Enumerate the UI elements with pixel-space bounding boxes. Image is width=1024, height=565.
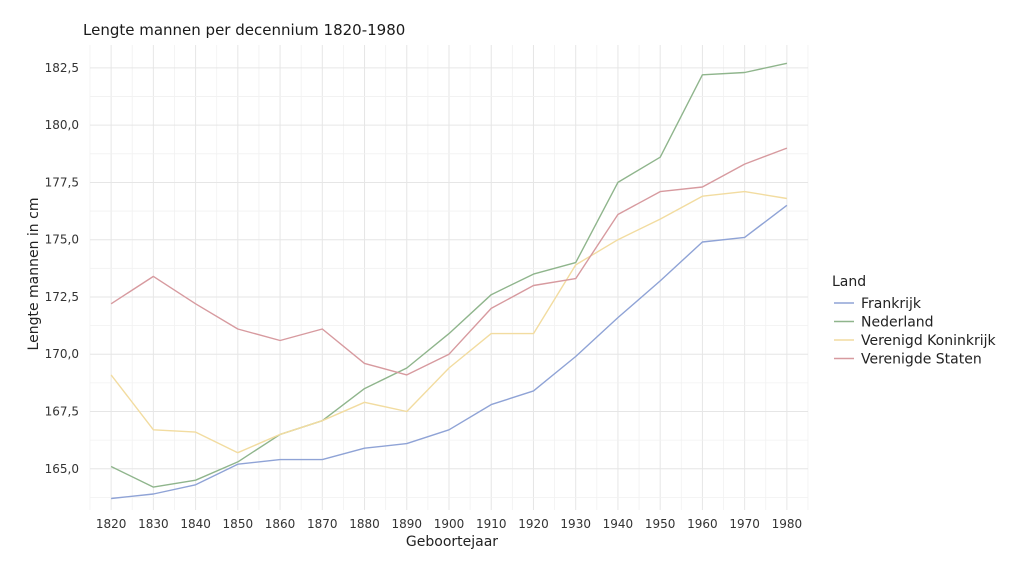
y-tick-label: 167,5 [45, 405, 79, 419]
x-tick-label: 1920 [518, 517, 549, 531]
series-line-verenigd-koninkrijk [110, 190, 788, 454]
x-tick-label: 1880 [349, 517, 380, 531]
gridlines [89, 45, 809, 510]
legend-label: Nederland [861, 315, 934, 331]
legend: Land Frankrijk Nederland Verenigd Koninkri… [832, 274, 996, 368]
y-tick-label: 172,5 [45, 290, 79, 304]
x-tick-label: 1830 [138, 517, 169, 531]
y-axis-title: Lengte mannen in cm [26, 198, 42, 351]
x-axis-title: Geboortejaar [406, 534, 498, 550]
x-tick-label: 1840 [180, 517, 211, 531]
series-lines [110, 62, 788, 500]
legend-title: Land [832, 274, 866, 290]
y-axis-ticks: 165,0 167,5 170,0 172,5 175,0 177,5 180,0 182,5 [45, 61, 79, 476]
x-tick-label: 1980 [772, 517, 803, 531]
x-tick-label: 1820 [96, 517, 127, 531]
x-tick-label: 1960 [687, 517, 718, 531]
x-tick-label: 1950 [645, 517, 676, 531]
chart-title: Lengte mannen per decennium 1820-1980 [83, 21, 405, 39]
x-tick-label: 1900 [434, 517, 465, 531]
series-line-nederland [110, 62, 788, 488]
legend-label: Verenigd Koninkrijk [861, 333, 996, 349]
x-tick-label: 1890 [391, 517, 422, 531]
x-tick-label: 1870 [307, 517, 338, 531]
legend-label: Frankrijk [861, 296, 922, 312]
series-line-verenigde-staten [110, 147, 788, 376]
y-tick-label: 170,0 [45, 347, 79, 361]
legend-label: Verenigde Staten [861, 352, 982, 368]
y-tick-label: 182,5 [45, 61, 79, 75]
y-tick-label: 180,0 [45, 118, 79, 132]
y-tick-label: 175,0 [45, 233, 79, 247]
y-tick-label: 177,5 [45, 175, 79, 189]
y-tick-label: 165,0 [45, 462, 79, 476]
series-line-frankrijk [111, 204, 788, 500]
x-tick-label: 1860 [265, 517, 296, 531]
x-tick-label: 1910 [476, 517, 507, 531]
x-tick-label: 1970 [729, 517, 760, 531]
x-tick-label: 1940 [603, 517, 634, 531]
x-tick-label: 1850 [223, 517, 254, 531]
x-axis-ticks: 1820 1830 1840 1850 1860 1870 1880 1890 1900 1910… [96, 517, 802, 531]
x-tick-label: 1930 [560, 517, 591, 531]
